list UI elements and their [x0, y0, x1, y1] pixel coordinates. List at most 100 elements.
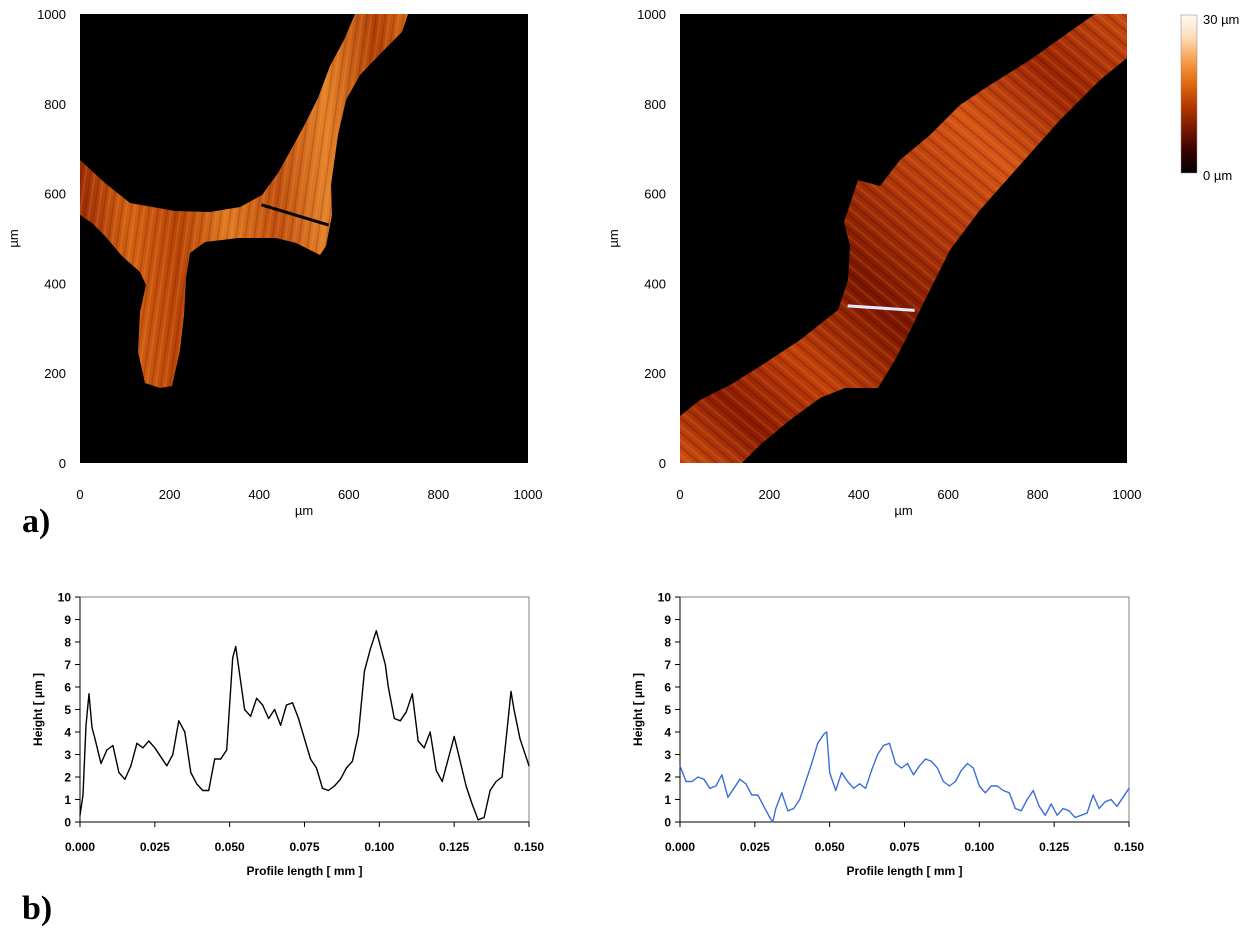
- data-point: [256, 698, 257, 699]
- data-point: [865, 788, 866, 789]
- map-x-axis-label: µm: [894, 503, 912, 518]
- data-point: [1039, 806, 1040, 807]
- map-y-tick-label: 400: [644, 276, 666, 291]
- data-point: [424, 747, 425, 748]
- data-point: [883, 745, 884, 746]
- map-x-tick-label: 1000: [1113, 487, 1142, 502]
- data-point: [94, 738, 95, 739]
- x-tick-label: 0.025: [140, 840, 170, 854]
- data-point: [364, 671, 365, 672]
- map-right: 0 200 400 600 800 100002004006008001000µmµm: [606, 7, 1141, 518]
- data-point: [268, 718, 269, 719]
- data-point: [220, 758, 221, 759]
- colorbar-max-label: 30 µm: [1203, 12, 1239, 27]
- data-point: [1099, 808, 1100, 809]
- map-y-tick-label: 1000: [637, 7, 666, 22]
- map-x-tick-label: 1000: [514, 487, 543, 502]
- map-left: 0 200 400 600 800 1000 0 200 400 600 800 1000 µm µm: [6, 7, 542, 518]
- plot-area: [680, 597, 1129, 822]
- map-y-axis-label: µm: [606, 229, 621, 247]
- data-point: [184, 731, 185, 732]
- data-point: [901, 767, 902, 768]
- data-point: [196, 783, 197, 784]
- plot-area: [80, 597, 529, 822]
- data-point: [328, 790, 329, 791]
- y-tick-label: 5: [64, 703, 71, 717]
- data-point: [250, 716, 251, 717]
- data-point: [352, 761, 353, 762]
- data-point: [166, 765, 167, 766]
- data-point: [799, 799, 800, 800]
- y-axis-label: Height [ µm ]: [31, 673, 45, 746]
- data-point: [1093, 794, 1094, 795]
- data-point: [118, 772, 119, 773]
- data-point: [955, 781, 956, 782]
- y-tick-label: 4: [664, 726, 671, 740]
- data-point: [835, 790, 836, 791]
- data-point: [238, 666, 239, 667]
- data-point: [853, 788, 854, 789]
- data-point: [997, 785, 998, 786]
- y-tick-label: 1: [64, 793, 71, 807]
- y-tick-label: 10: [658, 591, 672, 605]
- data-point: [1081, 815, 1082, 816]
- data-point: [88, 693, 89, 694]
- data-point: [817, 743, 818, 744]
- data-point: [805, 781, 806, 782]
- data-point: [829, 772, 830, 773]
- data-point: [1110, 799, 1111, 800]
- data-point: [889, 743, 890, 744]
- map-x-tick-label: 800: [428, 487, 450, 502]
- map-y-tick-label: 400: [44, 276, 66, 291]
- data-point: [1069, 810, 1070, 811]
- y-tick-label: 1: [664, 793, 671, 807]
- x-tick-label: 0.150: [1114, 840, 1144, 854]
- y-tick-label: 3: [64, 748, 71, 762]
- data-point: [376, 630, 377, 631]
- x-axis-label: Profile length [ mm ]: [846, 864, 962, 878]
- data-point: [442, 781, 443, 782]
- x-tick-label: 0.025: [740, 840, 770, 854]
- data-point: [346, 767, 347, 768]
- data-point: [148, 740, 149, 741]
- map-y-tick-label: 800: [644, 97, 666, 112]
- data-point: [430, 731, 431, 732]
- data-point: [106, 749, 107, 750]
- data-point: [310, 758, 311, 759]
- data-point: [691, 781, 692, 782]
- data-point: [859, 783, 860, 784]
- data-point: [454, 736, 455, 737]
- data-point: [358, 734, 359, 735]
- data-point: [1122, 797, 1123, 798]
- data-point: [979, 785, 980, 786]
- data-point: [400, 720, 401, 721]
- data-point: [496, 781, 497, 782]
- data-point: [478, 819, 479, 820]
- panel-label-a: a): [22, 505, 50, 539]
- data-point: [697, 776, 698, 777]
- x-tick-label: 0.075: [889, 840, 919, 854]
- x-tick-label: 0.075: [289, 840, 319, 854]
- data-point: [525, 756, 526, 757]
- data-point: [124, 779, 125, 780]
- data-point: [1027, 799, 1028, 800]
- data-point: [925, 758, 926, 759]
- data-point: [985, 792, 986, 793]
- data-point: [436, 770, 437, 771]
- y-axis-label: Height [ µm ]: [631, 673, 645, 746]
- data-point: [160, 756, 161, 757]
- data-point: [1045, 815, 1046, 816]
- data-point: [382, 653, 383, 654]
- map-y-tick-label: 1000: [37, 7, 66, 22]
- data-point: [280, 725, 281, 726]
- data-point: [1087, 812, 1088, 813]
- x-tick-label: 0.050: [215, 840, 245, 854]
- data-point: [418, 740, 419, 741]
- data-point: [226, 749, 227, 750]
- data-point: [772, 821, 773, 822]
- data-point: [823, 734, 824, 735]
- data-point: [472, 803, 473, 804]
- data-point: [292, 702, 293, 703]
- data-point: [91, 727, 92, 728]
